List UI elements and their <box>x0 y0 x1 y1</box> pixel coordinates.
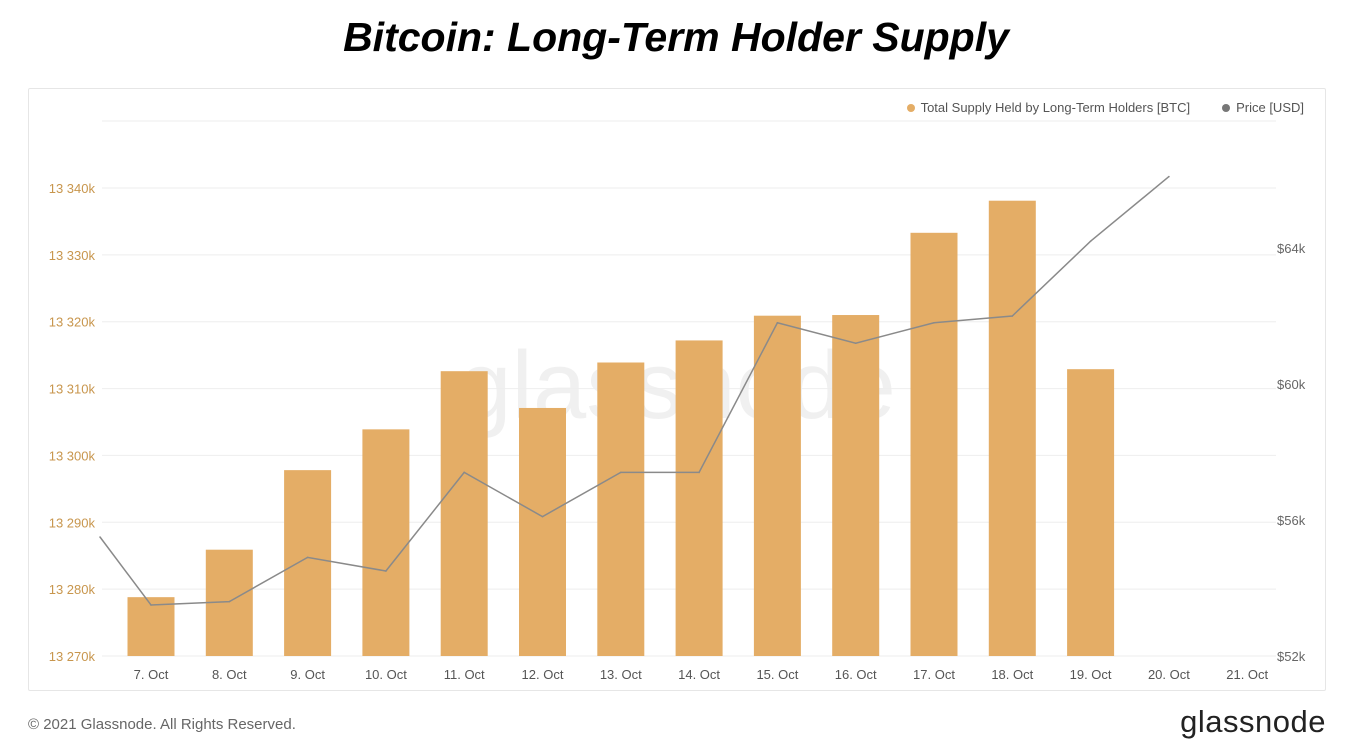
price-point <box>933 322 935 324</box>
x-tick-label: 8. Oct <box>212 667 247 682</box>
x-tick-label: 7. Oct <box>134 667 169 682</box>
price-point <box>854 342 857 345</box>
x-tick-label: 12. Oct <box>522 667 564 682</box>
line-layer <box>99 175 1170 606</box>
bar-supply <box>988 200 1036 656</box>
y-right-tick-label: $64k <box>1277 241 1306 256</box>
price-point <box>1089 240 1092 242</box>
axis-layer: 13 270k 13 280k 13 290k 13 300k 13 310k 13 32… <box>49 181 1306 682</box>
bar-supply <box>284 470 332 656</box>
y-left-tick-label: 13 300k <box>49 448 96 463</box>
bar-supply <box>362 429 410 656</box>
y-right-tick-label: $56k <box>1277 513 1306 528</box>
price-point <box>306 556 309 559</box>
x-tick-label: 9. Oct <box>290 667 325 682</box>
y-left-tick-label: 13 320k <box>49 315 96 330</box>
brand-logo: glassnode <box>1180 704 1326 739</box>
price-point <box>228 600 231 603</box>
bar-supply <box>127 597 175 656</box>
legend-item-price[interactable]: Price [USD] <box>1222 100 1304 115</box>
x-tick-label: 21. Oct <box>1226 667 1268 682</box>
bar-supply <box>519 407 566 656</box>
x-tick-label: 14. Oct <box>678 667 720 682</box>
x-tick-label: 19. Oct <box>1070 667 1112 682</box>
price-point <box>1011 315 1014 317</box>
bar-supply <box>597 362 645 656</box>
chart-title: Bitcoin: Long-Term Holder Supply <box>343 14 1009 60</box>
bar-supply <box>753 315 801 656</box>
price-point <box>776 322 779 324</box>
y-left-tick-label: 13 290k <box>49 515 96 530</box>
price-point <box>541 515 544 518</box>
x-tick-label: 10. Oct <box>365 667 407 682</box>
price-point <box>99 536 101 538</box>
y-left-tick-label: 13 330k <box>49 248 96 263</box>
legend-item-supply[interactable]: Total Supply Held by Long-Term Holders [… <box>906 100 1191 115</box>
y-left-tick-label: 13 280k <box>49 582 96 597</box>
price-point <box>620 471 622 474</box>
x-tick-label: 17. Oct <box>913 667 955 682</box>
bar-supply <box>675 340 723 656</box>
x-tick-label: 15. Oct <box>756 667 798 682</box>
price-point <box>698 471 700 474</box>
x-tick-label: 18. Oct <box>991 667 1033 682</box>
y-left-tick-label: 13 310k <box>49 382 96 397</box>
legend: Total Supply Held by Long-Term Holders [… <box>906 100 1304 115</box>
legend-supply-marker <box>906 103 915 112</box>
legend-supply-label: Total Supply Held by Long-Term Holders [… <box>920 100 1191 115</box>
price-point <box>150 604 152 606</box>
x-tick-label: 16. Oct <box>835 667 877 682</box>
price-point <box>463 471 466 474</box>
x-tick-label: 20. Oct <box>1148 667 1190 682</box>
bar-layer <box>127 200 1115 656</box>
legend-price-marker <box>1222 103 1231 112</box>
x-tick-label: 11. Oct <box>444 667 485 682</box>
y-right-tick-label: $52k <box>1277 649 1306 664</box>
y-left-tick-label: 13 340k <box>49 181 96 196</box>
price-point <box>1168 175 1170 178</box>
bar-supply <box>910 232 958 656</box>
bar-supply <box>832 315 880 656</box>
legend-price-label: Price [USD] <box>1236 100 1304 115</box>
x-tick-label: 13. Oct <box>600 667 642 682</box>
price-point <box>385 570 387 572</box>
y-left-tick-label: 13 270k <box>49 649 96 664</box>
bar-supply <box>440 371 488 656</box>
bar-supply <box>1067 369 1115 656</box>
copyright-text: © 2021 Glassnode. All Rights Reserved. <box>28 716 296 733</box>
chart-frame <box>28 88 1326 691</box>
y-right-tick-label: $60k <box>1277 377 1306 392</box>
